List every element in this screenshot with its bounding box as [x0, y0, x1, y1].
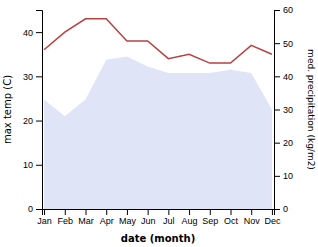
- tick: Jul: [163, 209, 175, 226]
- tick: 40: [23, 27, 42, 37]
- tick: 10: [274, 171, 293, 181]
- tick: Jan: [37, 209, 52, 226]
- tick-mark: [274, 110, 280, 111]
- axis-line: [275, 11, 281, 210]
- tick: Apr: [100, 209, 114, 226]
- tick: 20: [23, 116, 42, 126]
- tick-label: 30: [283, 105, 293, 115]
- tick-label: 50: [283, 39, 293, 49]
- tick-mark: [148, 209, 149, 215]
- tick: 10: [23, 160, 42, 170]
- tick-mark: [189, 209, 190, 215]
- tick-mark: [251, 209, 252, 215]
- y2-axis-title: med. precipitation (kg/m2): [306, 49, 316, 170]
- tick-label: Apr: [100, 216, 114, 226]
- tick-label: Aug: [182, 216, 198, 226]
- plot: JanFebMarAprMayJunJulAugSepOctNovDec0102…: [23, 5, 293, 226]
- x-axis-title: date (month): [121, 233, 195, 244]
- tick: 0: [28, 204, 42, 214]
- tick-label: 10: [283, 171, 293, 181]
- tick-label: Oct: [224, 216, 239, 226]
- y2-axis: 0 10 20 30 40 50 60: [274, 5, 293, 214]
- tick-mark: [127, 209, 128, 215]
- x-axis: Jan Feb Mar Apr May Jun Jul Aug Sep Oct NovDec: [37, 209, 281, 226]
- tick: 0: [274, 204, 288, 214]
- tick-label: 40: [283, 72, 293, 82]
- tick-mark: [274, 143, 280, 144]
- line: [44, 19, 272, 63]
- tick-mark: [274, 209, 280, 210]
- tick: Dec: [264, 209, 281, 226]
- tick-mark: [231, 209, 232, 215]
- tick-mark: [168, 209, 169, 215]
- axis-line: [36, 11, 43, 210]
- tick-label: Nov: [244, 216, 261, 226]
- tick: 50: [274, 39, 293, 49]
- tick-label: 20: [283, 138, 293, 148]
- tick-mark: [210, 209, 211, 215]
- tick-mark: [44, 209, 45, 215]
- chart: JanFebMarAprMayJunJulAugSepOctNovDec0102…: [0, 0, 318, 247]
- tick-label: Jul: [163, 216, 175, 226]
- tick: Mar: [78, 209, 94, 226]
- tick-label: Sep: [202, 216, 218, 226]
- tick-mark: [65, 209, 66, 215]
- tick-label: Dec: [264, 216, 281, 226]
- tick-label: Jan: [37, 216, 52, 226]
- tick-label: 10: [23, 160, 33, 170]
- tick: 30: [274, 105, 293, 115]
- tick-mark: [274, 10, 280, 11]
- tick-mark: [274, 176, 280, 177]
- tick: Aug: [182, 209, 198, 226]
- tick-label: 0: [28, 204, 33, 214]
- tick-label: 30: [23, 72, 33, 82]
- tick-label: Mar: [78, 216, 94, 226]
- tick-label: 0: [283, 204, 288, 214]
- tick-mark: [274, 76, 280, 77]
- tick-label: 20: [23, 116, 33, 126]
- tick: Feb: [58, 209, 74, 226]
- tick-label: May: [119, 216, 137, 226]
- tick: 40: [274, 72, 293, 82]
- tick: 20: [274, 138, 293, 148]
- tick: Jun: [141, 209, 156, 226]
- tick-mark: [36, 121, 42, 122]
- tick-mark: [36, 76, 42, 77]
- tick: Nov: [244, 209, 261, 226]
- area: [44, 56, 272, 209]
- tick-mark: [36, 165, 42, 166]
- tick-mark: [106, 209, 107, 215]
- tick-mark: [86, 209, 87, 215]
- tick-mark: [274, 43, 280, 44]
- y-axis-title: max temp (C): [2, 75, 13, 144]
- y-axis: 0 10 20 30 40: [23, 11, 43, 215]
- tick-label: 40: [23, 27, 33, 37]
- tick-mark: [36, 209, 42, 210]
- tick-mark: [272, 209, 273, 215]
- marks: [44, 19, 272, 209]
- tick: 30: [23, 72, 42, 82]
- tick: Oct: [224, 209, 239, 226]
- tick: Sep: [202, 209, 218, 226]
- axis-line: [43, 210, 275, 216]
- tick-label: Jun: [141, 216, 156, 226]
- tick-label: 60: [283, 5, 293, 15]
- tick-mark: [36, 32, 42, 33]
- tick: May: [119, 209, 137, 226]
- tick: 60: [274, 5, 293, 15]
- tick-label: Feb: [58, 216, 74, 226]
